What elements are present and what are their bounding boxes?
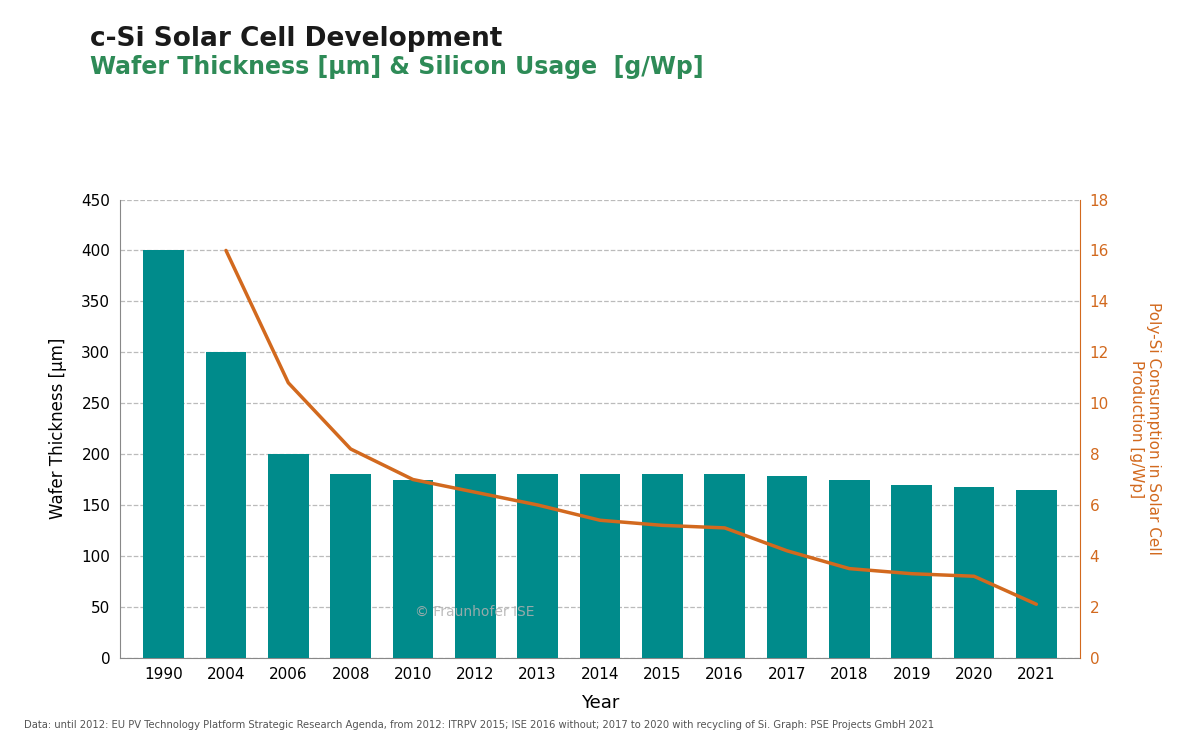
Bar <box>642 474 683 658</box>
Bar <box>330 474 371 658</box>
Bar <box>767 477 808 658</box>
Y-axis label: Poly-Si Consumption in Solar Cell
Production [g/Wp]: Poly-Si Consumption in Solar Cell Produc… <box>1128 302 1160 555</box>
Bar <box>704 474 745 658</box>
Text: Data: until 2012: EU PV Technology Platform Strategic Research Agenda, from 2012: Data: until 2012: EU PV Technology Platf… <box>24 720 934 730</box>
Bar <box>143 251 184 658</box>
Bar <box>954 487 995 658</box>
Bar <box>1016 490 1057 658</box>
Bar <box>892 485 932 658</box>
Bar <box>392 480 433 658</box>
X-axis label: Year: Year <box>581 693 619 712</box>
Text: © Fraunhofer ISE: © Fraunhofer ISE <box>415 605 535 619</box>
Text: Wafer Thickness [μm] & Silicon Usage  [g/Wp]: Wafer Thickness [μm] & Silicon Usage [g/… <box>90 55 703 79</box>
Bar <box>580 474 620 658</box>
Bar <box>205 353 246 658</box>
Bar <box>455 474 496 658</box>
Y-axis label: Wafer Thickness [μm]: Wafer Thickness [μm] <box>49 338 67 520</box>
Text: c-Si Solar Cell Development: c-Si Solar Cell Development <box>90 26 503 52</box>
Bar <box>829 480 870 658</box>
Bar <box>517 474 558 658</box>
Bar <box>268 454 308 658</box>
